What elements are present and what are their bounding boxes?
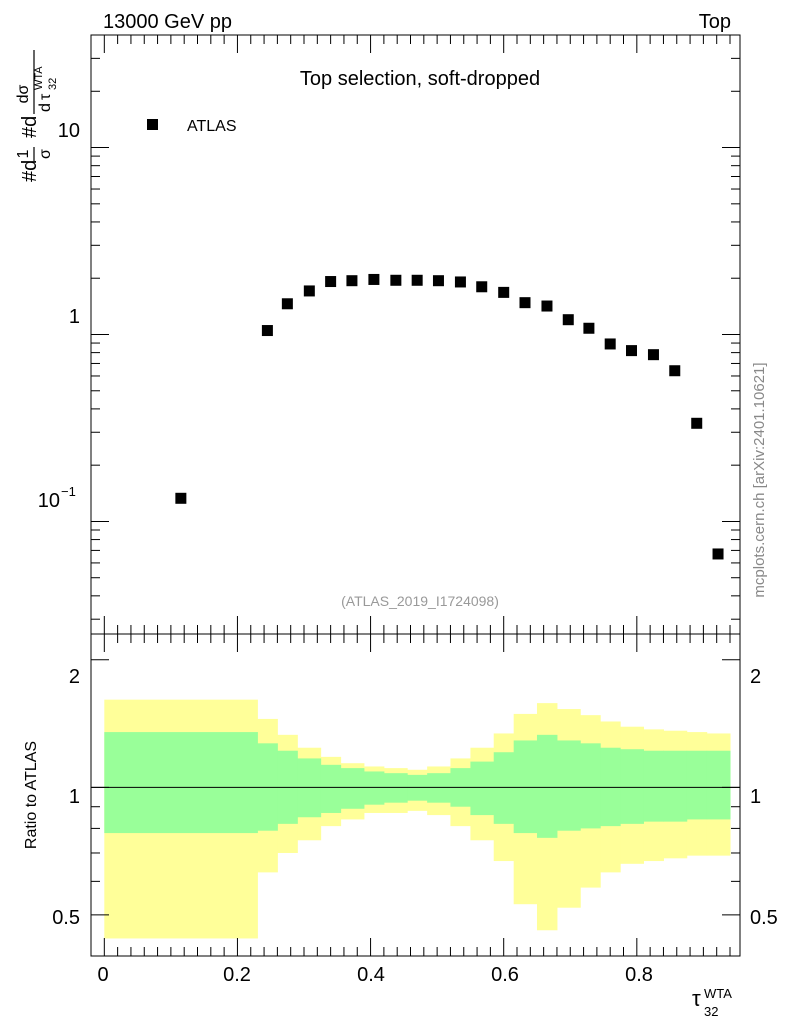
main-x-ticks [103,35,731,634]
ratio-ytick-label-right-0.5: 0.5 [750,907,778,929]
ratio-band-inner [340,768,365,809]
data-point [647,349,659,361]
ratio-band-inner [580,743,601,829]
xtick-label-0.2: 0.2 [223,964,251,986]
ratio-y-ticks [91,659,740,957]
header-energy-label: 13000 GeV pp [103,11,232,33]
ratio-ytick-label-right-2: 2 [750,666,761,688]
data-series-atlas [175,273,724,560]
ratio-band-inner [706,750,731,820]
data-point [541,300,553,312]
ratio-panel: 2 1 0.5 2 1 0.5 Ratio to ATLAS [23,633,778,957]
data-point [368,273,380,285]
ylabel-sigma: σ [37,149,54,159]
ratio-band-inner [513,740,538,834]
legend-label: ATLAS [187,118,237,135]
ratio-band-inner [620,749,644,824]
ratio-ytick-label-2: 2 [69,666,80,688]
xlabel-sup: WTA [704,986,732,1001]
data-point [519,297,531,309]
x-tick-labels: 0 0.2 0.4 0.6 0.8 [97,964,652,986]
ratio-band-inner [493,752,515,824]
data-point [303,285,315,297]
ratio-ytick-label-right-1: 1 [750,786,761,808]
ylabel-tau: τ [37,93,54,100]
ratio-ytick-label-0.5: 0.5 [52,907,80,929]
main-panel: Top selection, soft-dropped (ATLAS_2019_… [15,34,741,635]
data-point [626,345,638,357]
ylabel-d: d [37,103,54,112]
data-point [411,274,423,286]
data-point [432,275,444,287]
ratio-uncertainty-bands [104,699,731,939]
chart-title: Top selection, soft-dropped [300,68,540,90]
ratio-band-inner [297,758,322,818]
data-point [175,492,187,504]
ylabel-hash1: #d [19,160,41,182]
ratio-frame [90,633,741,957]
ratio-band-inner [686,750,708,820]
header-process-label: Top [699,11,731,33]
xtick-label-0.8: 0.8 [625,964,653,986]
data-point [669,365,681,377]
data-point [281,298,293,310]
ratio-band-inner [427,773,451,803]
data-point [498,286,510,298]
data-point [454,276,466,288]
data-point [691,417,703,429]
data-point [325,276,337,288]
x-axis-title: τ WTA 32 [692,986,732,1019]
ratio-x-ticks [103,634,731,956]
ratio-band-inner [383,773,408,803]
ylabel-hash2: #d [19,116,41,138]
ytick-label-0.1: 10 [38,490,60,512]
xlabel-tau: τ [692,986,701,1011]
data-point [562,314,574,326]
xtick-label-0.6: 0.6 [491,964,519,986]
data-point [261,325,273,337]
ratio-band-inner [363,771,385,805]
ratio-band-inner [536,734,558,838]
data-point [346,275,358,287]
ratio-band-inner [470,761,495,816]
data-point [583,322,595,334]
ratio-band-inner [663,750,688,822]
ratio-band-inner [643,750,664,822]
ylabel-sub: 32 [47,78,59,90]
data-point [712,548,724,560]
ratio-band-inner [320,764,342,813]
xtick-label-0.4: 0.4 [357,964,385,986]
ytick-label-10: 10 [58,120,80,142]
side-source-label: mcplots.cern.ch [arXiv:2401.10621] [751,362,768,597]
xlabel-sub: 32 [704,1004,718,1019]
main-y-axis-title: #d 1 σ #d dσ d τ WTA 32 [15,50,59,182]
data-point [476,281,488,293]
data-point [604,338,616,350]
ylabel-sup: WTA [33,66,45,90]
data-point [390,274,402,286]
ratio-band-inner [104,732,258,834]
main-y-ticks [91,34,740,620]
ratio-ytick-label-1: 1 [69,786,80,808]
legend-marker [147,119,158,130]
ratio-y-axis-title: Ratio to ATLAS [23,741,40,849]
xtick-label-0: 0 [97,964,108,986]
ratio-band-inner [556,740,581,831]
analysis-watermark: (ATLAS_2019_I1724098) [341,593,499,609]
ylabel-dsigma: dσ [15,84,32,103]
ylabel-one: 1 [15,149,32,158]
ytick-label-1: 1 [69,306,80,328]
ytick-label-0.1-exponent: −1 [61,484,76,499]
